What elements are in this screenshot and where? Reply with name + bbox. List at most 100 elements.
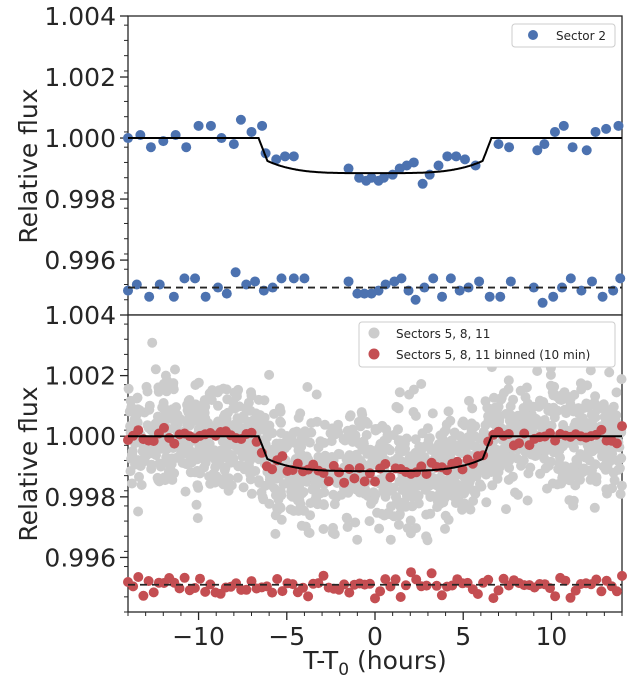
unbinned-point (250, 408, 261, 419)
unbinned-point (281, 436, 292, 447)
unbinned-point (356, 407, 367, 418)
unbinned-point (275, 503, 286, 513)
sector2-point (181, 142, 192, 153)
unbinned-point (399, 498, 410, 508)
sector2-point (235, 114, 246, 125)
unbinned-point (532, 366, 543, 376)
binned-point (159, 422, 169, 433)
sector2-point (493, 139, 504, 150)
binned-point (596, 424, 607, 435)
unbinned-point (393, 403, 404, 414)
unbinned-point (424, 481, 434, 491)
unbinned-point (213, 449, 224, 459)
sector2-point (451, 151, 462, 162)
unbinned-point (295, 408, 306, 419)
unbinned-point (147, 337, 158, 348)
binned-residual-point (436, 590, 447, 601)
unbinned-point (432, 477, 443, 488)
unbinned-point (150, 364, 161, 375)
bottom-panel: 0.996 0.998 1.000 1.002 1.004 −10 −5 0 5 10 Sect… (14, 301, 627, 676)
bottom-y-ticks: 0.996 0.998 1.000 1.002 1.004 (44, 301, 128, 613)
sector2-residual-point (587, 276, 598, 287)
unbinned-point (298, 487, 309, 497)
binned-residual-point (421, 580, 432, 591)
sector2-point (257, 120, 268, 131)
unbinned-point (382, 430, 393, 441)
unbinned-point (200, 401, 211, 412)
binned-point (148, 436, 159, 446)
bottom-y-tick-label: 1.000 (44, 422, 116, 451)
binned-point (364, 468, 375, 479)
unbinned-point (400, 443, 411, 454)
binned-point (133, 425, 144, 436)
binned-point (452, 456, 463, 467)
unbinned-point (246, 488, 257, 499)
unbinned-point (594, 437, 605, 448)
binned-residual-point (195, 573, 205, 584)
unbinned-point (370, 454, 381, 465)
unbinned-point (125, 466, 136, 477)
sector2-residual-point (190, 273, 201, 284)
binned-residual-point (128, 581, 139, 592)
sector2-point (558, 120, 569, 131)
unbinned-point (615, 489, 626, 499)
x-axis-label: T-T0 (hours) (302, 646, 447, 676)
sector2-residual-point (428, 273, 439, 284)
top-y-tick-label: 0.998 (44, 185, 116, 214)
unbinned-point (524, 419, 535, 430)
unbinned-point (498, 445, 509, 456)
unbinned-point (575, 378, 586, 389)
unbinned-point (326, 436, 337, 447)
x-tick-label: −10 (172, 622, 225, 651)
sector2-residual-point (528, 282, 539, 293)
binned-point (370, 476, 380, 487)
unbinned-point (296, 441, 307, 452)
unbinned-point (134, 471, 144, 482)
unbinned-point (146, 463, 157, 474)
unbinned-point (487, 461, 497, 472)
binned-residual-point (287, 579, 298, 590)
unbinned-point (193, 482, 204, 493)
binned-residual-point (318, 570, 329, 581)
unbinned-point (310, 479, 321, 490)
unbinned-point (589, 502, 600, 513)
unbinned-point (608, 467, 619, 478)
unbinned-point (607, 483, 618, 494)
sector2-point (601, 123, 612, 134)
binned-point (617, 421, 627, 432)
binned-residual-point (133, 572, 144, 582)
unbinned-point (393, 519, 404, 530)
sector2-point (145, 142, 156, 153)
unbinned-point (187, 447, 198, 458)
unbinned-point (259, 412, 270, 423)
sector2-residual-point (179, 273, 190, 284)
sector2-residual-point (484, 291, 495, 302)
unbinned-point (260, 480, 270, 491)
binned-residual-point (395, 592, 406, 602)
unbinned-point (519, 405, 530, 416)
unbinned-point (127, 478, 137, 489)
unbinned-point (414, 448, 425, 459)
unbinned-point (192, 465, 203, 476)
sector2-residual-point (288, 273, 299, 284)
unbinned-point (422, 423, 433, 434)
unbinned-point (464, 395, 474, 406)
unbinned-point (411, 523, 421, 534)
binned-residual-point (390, 574, 401, 585)
sector2-point (205, 120, 216, 131)
sector2-residual-point (168, 291, 179, 302)
unbinned-point (429, 446, 440, 457)
unbinned-point (351, 484, 362, 495)
binned-point (514, 438, 525, 449)
unbinned-point (533, 415, 543, 426)
unbinned-point (432, 496, 443, 507)
unbinned-point (435, 487, 446, 498)
bottom-y-tick-label: 0.996 (44, 543, 116, 572)
unbinned-point (190, 380, 201, 390)
binned-residual-point (241, 584, 252, 595)
unbinned-point (300, 521, 311, 532)
top-legend-box (511, 23, 616, 48)
unbinned-point (410, 410, 421, 421)
top-y-tick-label: 0.996 (44, 246, 116, 275)
unbinned-point (264, 369, 275, 380)
